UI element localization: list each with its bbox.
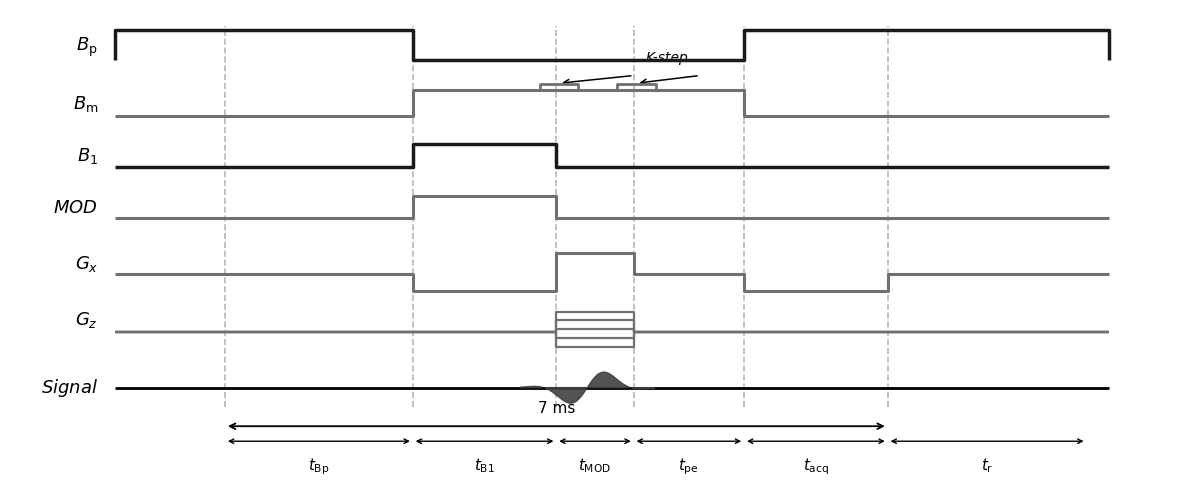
Text: $t_{\mathrm{B1}}$: $t_{\mathrm{B1}}$: [474, 456, 495, 475]
Text: $t_{\mathrm{Bp}}$: $t_{\mathrm{Bp}}$: [308, 456, 330, 477]
Text: $G_x$: $G_x$: [75, 254, 98, 274]
Text: $t_{\mathrm{r}}$: $t_{\mathrm{r}}$: [981, 456, 994, 475]
Text: $t_{\mathrm{acq}}$: $t_{\mathrm{acq}}$: [803, 456, 829, 477]
Text: $t_{\mathrm{pe}}$: $t_{\mathrm{pe}}$: [678, 456, 700, 477]
Text: $B_\mathrm{p}$: $B_\mathrm{p}$: [76, 36, 98, 59]
Text: $Signal$: $Signal$: [40, 377, 98, 399]
Text: K-step: K-step: [645, 51, 688, 65]
Text: $t_{\mathrm{MOD}}$: $t_{\mathrm{MOD}}$: [578, 456, 612, 475]
Text: 7 ms: 7 ms: [538, 401, 575, 417]
Text: $G_z$: $G_z$: [75, 310, 98, 330]
Text: $B_\mathrm{m}$: $B_\mathrm{m}$: [73, 94, 98, 114]
Text: $MOD$: $MOD$: [54, 199, 98, 217]
Text: $B_1$: $B_1$: [77, 146, 98, 167]
